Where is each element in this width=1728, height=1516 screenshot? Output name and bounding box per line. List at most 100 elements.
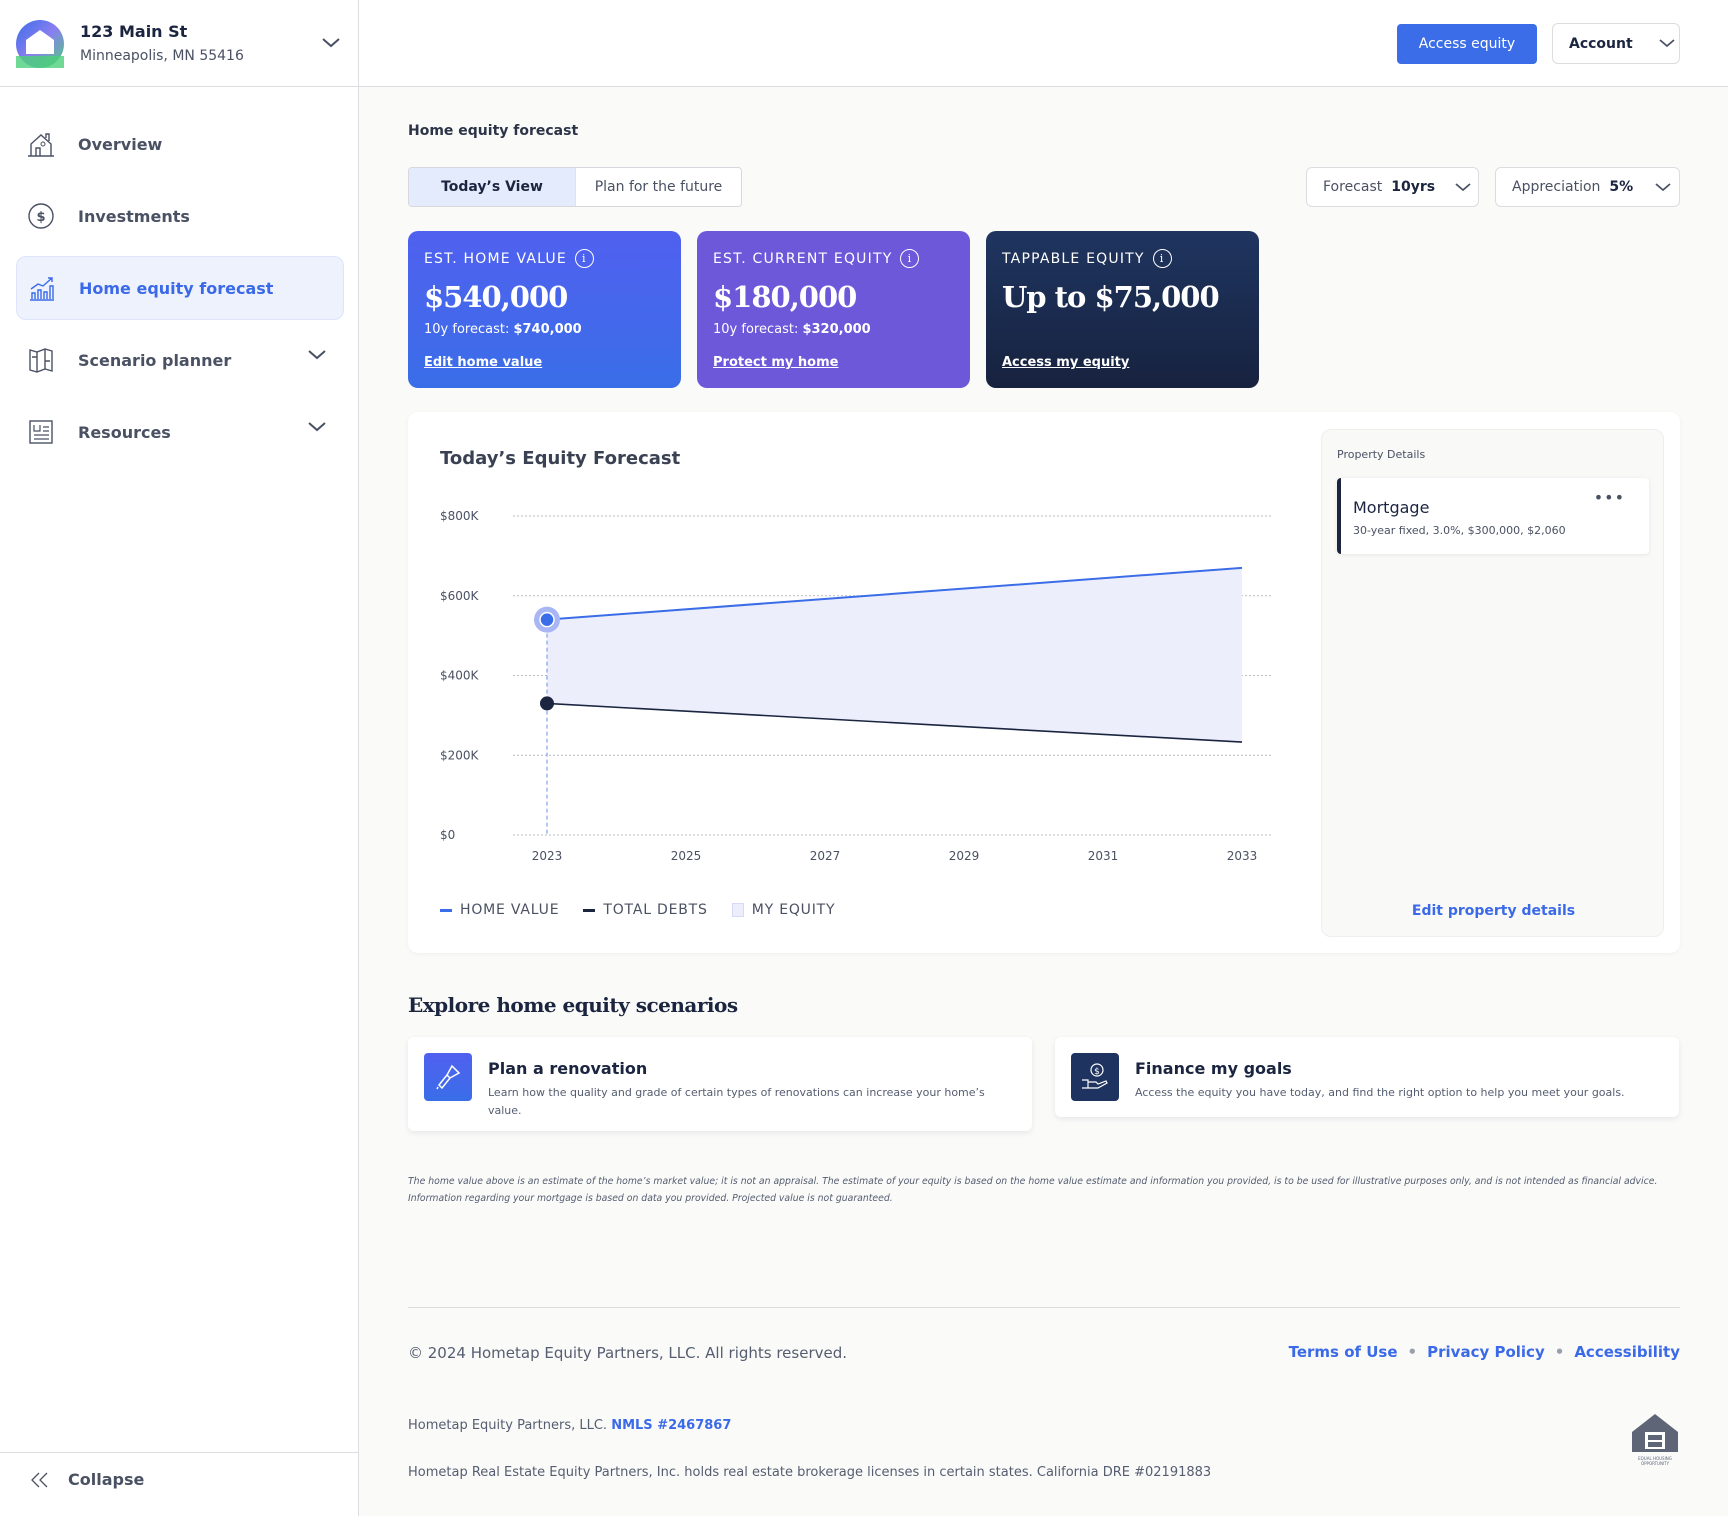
appreciation-dropdown[interactable]: Appreciation 5%	[1495, 167, 1680, 207]
home-value-point	[539, 611, 555, 628]
svg-text:$: $	[36, 210, 45, 225]
chart-legend: HOME VALUE TOTAL DEBTS MY EQUITY	[440, 902, 835, 918]
svg-text:EQUAL HOUSING: EQUAL HOUSING	[1638, 1456, 1672, 1461]
tab-plan-future[interactable]: Plan for the future	[575, 168, 741, 206]
account-label: Account	[1569, 35, 1633, 52]
chevron-down-icon	[1659, 39, 1675, 48]
nmls-link[interactable]: NMLS #2467867	[611, 1418, 732, 1433]
protect-my-home-link[interactable]: Protect my home	[713, 355, 839, 370]
legend-swatch-my-equity	[731, 903, 744, 917]
collapse-label: Collapse	[68, 1470, 145, 1489]
account-dropdown[interactable]: Account	[1552, 23, 1680, 64]
map-icon	[26, 345, 56, 375]
legend-my-equity: MY EQUITY	[751, 902, 836, 918]
x-tick-label: 2033	[1227, 849, 1258, 863]
property-city: Minneapolis, MN 55416	[80, 48, 244, 64]
card-value: $540,000	[424, 280, 568, 314]
legend-home-value: HOME VALUE	[460, 902, 560, 918]
home-value-line	[546, 566, 1243, 621]
sidebar-item-scenario-planner[interactable]: Scenario planner	[16, 328, 344, 392]
scenario-card-renovation[interactable]: Plan a renovation Learn how the quality a…	[408, 1037, 1032, 1131]
scenario-title: Plan a renovation	[488, 1059, 648, 1078]
sidebar-item-resources[interactable]: Resources	[16, 400, 344, 464]
scenarios-heading: Explore home equity scenarios	[408, 993, 738, 1017]
sidebar-item-label: Investments	[78, 206, 190, 226]
x-tick-label: 2031	[1088, 849, 1119, 863]
info-icon[interactable]: i	[1152, 249, 1172, 268]
appreciation-value: 5%	[1609, 179, 1634, 195]
property-selector[interactable]: 123 Main St Minneapolis, MN 55416	[0, 0, 359, 87]
chart-title: Today’s Equity Forecast	[440, 448, 681, 469]
separator-dot: •	[1407, 1343, 1418, 1361]
forecast-value: $320,000	[802, 322, 871, 337]
y-tick-label: $0	[440, 828, 455, 842]
forecast-value: 10yrs	[1391, 179, 1436, 195]
y-tick-label: $400K	[440, 669, 480, 683]
house-icon	[26, 129, 56, 159]
more-options-icon[interactable]: •••	[1593, 488, 1625, 507]
access-my-equity-link[interactable]: Access my equity	[1002, 355, 1130, 370]
svg-text:OPPORTUNITY: OPPORTUNITY	[1641, 1461, 1670, 1466]
sidebar-item-overview[interactable]: Overview	[16, 112, 344, 176]
scenario-card-finance[interactable]: $ Finance my goals Access the equity you …	[1055, 1037, 1679, 1117]
property-street: 123 Main St	[80, 22, 188, 41]
mortgage-details: 30-year fixed, 3.0%, $300,000, $2,060	[1353, 524, 1566, 537]
chevron-down-icon	[1455, 182, 1471, 191]
property-details-title: Property Details	[1337, 448, 1426, 461]
view-tabs: Today’s View Plan for the future	[408, 167, 742, 207]
chevron-down-icon	[1655, 182, 1671, 191]
terms-link[interactable]: Terms of Use	[1288, 1343, 1398, 1361]
legend-total-debts: TOTAL DEBTS	[603, 902, 708, 918]
card-value: Up to $75,000	[1002, 280, 1220, 314]
double-chevron-left-icon	[31, 1472, 48, 1487]
mortgage-card[interactable]: Mortgage 30-year fixed, 3.0%, $300,000, …	[1337, 478, 1649, 554]
accessibility-link[interactable]: Accessibility	[1574, 1343, 1680, 1361]
top-bar: Access equity Account	[359, 0, 1728, 87]
sidebar-item-home-equity-forecast[interactable]: Home equity forecast	[16, 256, 344, 320]
info-icon[interactable]: i	[574, 249, 594, 268]
forecast-label: 10y forecast:	[424, 322, 514, 337]
logo-icon	[16, 20, 64, 68]
separator-dot: •	[1554, 1343, 1565, 1361]
forecast-value: $740,000	[513, 322, 582, 337]
x-tick-label: 2023	[532, 849, 563, 863]
sidebar-item-label: Scenario planner	[78, 350, 232, 370]
privacy-link[interactable]: Privacy Policy	[1427, 1343, 1545, 1361]
sidebar-item-label: Home equity forecast	[79, 278, 274, 298]
info-icon[interactable]: i	[900, 249, 920, 268]
appreciation-label: Appreciation	[1512, 179, 1601, 195]
edit-home-value-link[interactable]: Edit home value	[424, 355, 543, 370]
divider	[0, 1452, 359, 1453]
disclaimer-text: The home value above is an estimate of t…	[408, 1176, 1658, 1204]
x-tick-label: 2025	[671, 849, 702, 863]
access-equity-button[interactable]: Access equity	[1397, 24, 1537, 64]
chevron-down-icon[interactable]	[322, 38, 340, 48]
chevron-down-icon[interactable]	[308, 350, 326, 360]
chevron-down-icon[interactable]	[308, 422, 326, 432]
dre-text: Hometap Real Estate Equity Partners, Inc…	[408, 1465, 1212, 1480]
sidebar-item-investments[interactable]: $ Investments	[16, 184, 344, 248]
scenario-desc: Access the equity you have today, and fi…	[1135, 1086, 1625, 1099]
x-tick-label: 2027	[810, 849, 841, 863]
equity-area	[547, 567, 1242, 743]
total-debts-point	[540, 696, 554, 711]
collapse-button[interactable]: Collapse	[30, 1470, 144, 1489]
copyright-text: © 2024 Hometap Equity Partners, LLC. All…	[408, 1344, 848, 1362]
card-label: TAPPABLE EQUITY	[1002, 250, 1145, 267]
nmls-line: Hometap Equity Partners, LLC. NMLS #2467…	[408, 1418, 731, 1433]
y-tick-label: $800K	[440, 509, 480, 523]
equity-chart: $0 $200K $400K $600K $800K 2023 2025 2027 2029 20…	[440, 509, 1272, 863]
tab-todays-view[interactable]: Today’s View	[409, 168, 575, 206]
card-label: EST. CURRENT EQUITY	[713, 250, 893, 267]
footer-divider	[408, 1307, 1680, 1308]
forecast-label: Forecast	[1323, 179, 1383, 195]
forecast-dropdown[interactable]: Forecast 10yrs	[1306, 167, 1479, 207]
dollar-circle-icon: $	[26, 201, 56, 231]
sidebar-item-label: Resources	[78, 422, 171, 442]
forecast-panel: Today’s Equity Forecast $0 $200K $400K $600…	[408, 412, 1680, 953]
mortgage-title: Mortgage	[1353, 498, 1430, 517]
edit-property-details-link[interactable]: Edit property details	[1411, 903, 1576, 919]
legend-swatch-home-value	[440, 908, 452, 912]
page-title: Home equity forecast	[408, 123, 579, 139]
